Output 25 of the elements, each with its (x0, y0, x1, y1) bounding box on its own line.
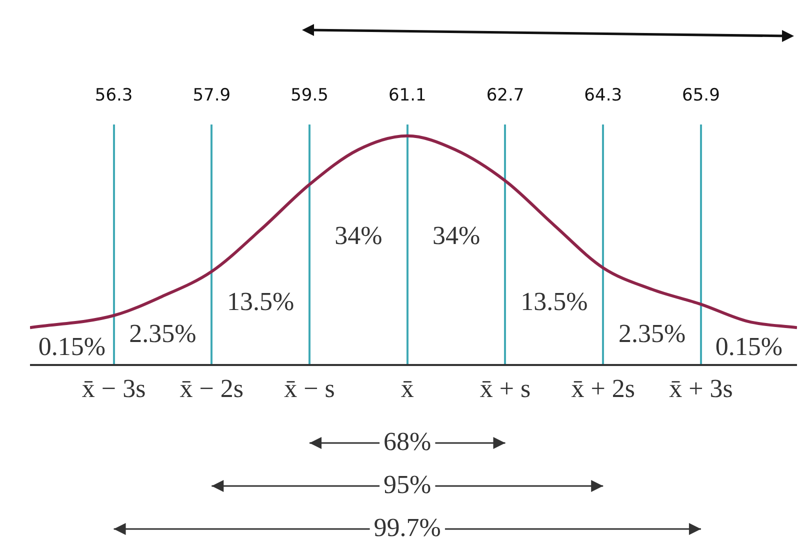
x-tick-label: 65.9 (682, 86, 720, 106)
annotation: 0.15% (715, 332, 783, 361)
text: x̄ − s (284, 374, 335, 403)
x-tick-label: 56.3 (94, 86, 133, 106)
text: x̄ (400, 374, 414, 403)
text: x̄ − 3s (82, 374, 146, 403)
annotation: 13.5% (520, 286, 588, 316)
text: x̄ + s (480, 374, 531, 403)
text: 68% (384, 426, 432, 456)
x-tick-label: 59.5 (290, 86, 328, 106)
text: x̄ + 3s (669, 374, 733, 403)
annotation: 34% (432, 220, 480, 250)
text: x̄ + 2s (571, 374, 635, 403)
annotation: 2.35% (618, 318, 686, 348)
x-tick-label: 64.3 (584, 86, 622, 106)
x-tick-label: 61.1 (388, 86, 426, 106)
x-tick-label: 62.7 (486, 86, 524, 106)
text: 99.7% (374, 512, 441, 542)
text: 95% (384, 470, 432, 499)
annotation: 34% (334, 220, 382, 250)
annotation: 0.15% (38, 332, 106, 361)
text: x̄ − 2s (180, 374, 244, 403)
annotation: 13.5% (227, 286, 294, 316)
x-tick-label: 57.9 (192, 86, 231, 106)
annotation: 2.35% (129, 318, 196, 348)
